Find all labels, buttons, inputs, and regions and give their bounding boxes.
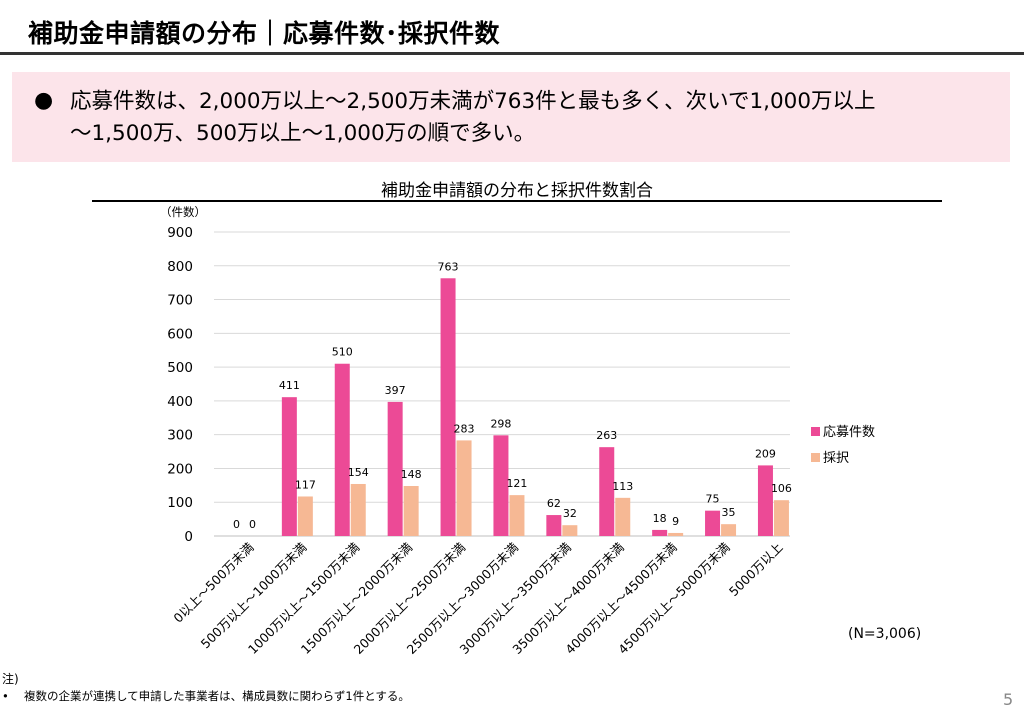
data-label: 298 [490,417,511,430]
footnote: • 複数の企業が連携して申請した事業者は、構成員数に関わらず1件とする。 [2,688,410,704]
bar-adopted [297,496,313,536]
bar-adopted [615,497,631,536]
y-tick-label: 600 [167,326,193,342]
x-tick-label: 4500万以上～5000万未満 [615,540,732,657]
legend-label: 採択 [823,451,849,466]
bar-applications [440,278,456,536]
bar-adopted [403,486,419,536]
y-tick-label: 400 [167,394,193,410]
bar-applications [387,401,403,536]
y-tick-label: 0 [184,529,193,545]
data-label: 62 [547,497,561,510]
bullet-icon: ● [34,88,54,113]
data-label: 117 [295,478,316,491]
bar-applications [757,465,773,536]
y-tick-label: 500 [167,360,193,376]
title-divider [0,52,1024,55]
bar-applications [493,435,509,536]
data-label: 113 [612,480,633,493]
x-tick-label: 500万以上～1000万未満 [198,540,310,652]
data-label: 75 [706,493,720,506]
bar-adopted [773,500,789,536]
y-tick-label: 100 [167,495,193,511]
bar-adopted [509,495,525,536]
legend-label: 応募件数 [823,425,875,440]
data-label: 209 [755,447,776,460]
y-tick-label: 800 [167,259,193,275]
chart-title: 補助金申請額の分布と採択件数割合 [381,181,653,201]
data-label: 32 [563,507,577,520]
x-tick-label: 5000万以上 [726,540,786,600]
sample-size-note: (N=3,006) [848,626,922,642]
summary-box: ● 応募件数は、2,000万以上～2,500万未満が763件と最も多く、次いで1… [12,72,1010,162]
y-tick-label: 900 [167,225,193,241]
data-label: 0 [249,518,256,531]
data-label: 121 [506,477,527,490]
bar-applications [599,447,615,536]
data-label: 411 [279,379,300,392]
bar-adopted [456,440,472,536]
data-label: 263 [596,429,617,442]
summary-line-1: 応募件数は、2,000万以上～2,500万未満が763件と最も多く、次いで1,0… [70,89,876,114]
footnote-bullet-icon: • [2,689,9,703]
bar-applications [281,397,297,536]
y-tick-label: 200 [167,461,193,477]
page-number: 5 [1003,690,1014,709]
data-label: 106 [771,482,792,495]
legend-swatch [811,427,820,436]
bar-adopted [721,524,737,536]
y-tick-label: 300 [167,428,193,444]
data-label: 18 [653,512,667,525]
bar-applications [546,515,562,536]
data-label: 9 [672,515,679,528]
data-label: 283 [454,422,475,435]
bar-adopted [668,532,684,536]
bar-adopted [350,483,366,536]
data-label: 148 [401,468,422,481]
data-label: 35 [722,506,736,519]
data-label: 0 [233,518,240,531]
summary-line-2: ～1,500万、500万以上～1,000万の順で多い。 [70,121,536,146]
bar-applications [705,510,721,536]
data-label: 510 [332,346,353,359]
data-label: 397 [385,384,406,397]
data-label: 154 [348,466,369,479]
chart-title-underline [92,200,942,202]
y-tick-label: 700 [167,293,193,309]
data-label: 763 [438,260,459,273]
footnote-text: 複数の企業が連携して申請した事業者は、構成員数に関わらず1件とする。 [24,689,410,703]
slide-title: 補助金申請額の分布｜応募件数･採択件数 [28,19,501,48]
bar-adopted [562,525,578,536]
legend-swatch [811,453,820,462]
bar-applications [652,529,668,536]
summary-text: 応募件数は、2,000万以上～2,500万未満が763件と最も多く、次いで1,0… [70,86,1006,150]
bar-applications [334,363,350,536]
y-axis-label: （件数） [160,205,206,219]
footnote-heading: 注) [2,672,19,686]
